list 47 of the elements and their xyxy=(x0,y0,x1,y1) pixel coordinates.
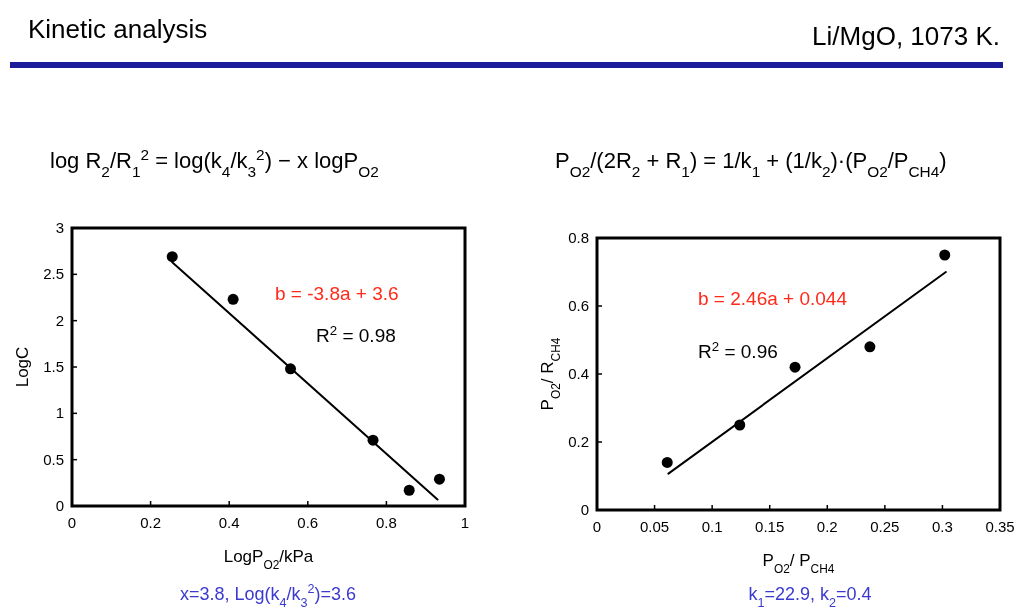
point xyxy=(789,361,801,373)
x-tick-label: 0.15 xyxy=(755,518,785,535)
x-tick-label: 0.25 xyxy=(870,518,900,535)
annotation: R$^{2}$ = 0.96 xyxy=(698,338,778,362)
text: k$_{1}$=22.9, k$_{2}$=0.4 xyxy=(748,584,872,609)
x-tick-label: 0.8 xyxy=(375,514,397,531)
x-axis-title: P$_{O2}$/ P$_{CH4}$ xyxy=(762,551,835,576)
y-tick-label: 0.4 xyxy=(568,365,589,382)
point xyxy=(403,484,415,496)
y-tick-label: 1 xyxy=(55,404,64,422)
annotation: R$^{2}$ = 0.98 xyxy=(316,322,396,346)
x-tick-label: 0.35 xyxy=(985,518,1015,535)
point xyxy=(433,473,445,485)
point xyxy=(939,249,951,261)
y-tick-label: 0.6 xyxy=(568,297,589,314)
x-axis-title: LogP$_{O2}$/kPa xyxy=(223,547,314,572)
y-tick-label: 0.8 xyxy=(568,229,589,246)
point xyxy=(227,293,239,305)
x-tick-label: 0.2 xyxy=(816,518,838,535)
y-tick-label: 0 xyxy=(55,497,64,514)
point xyxy=(166,251,178,263)
point xyxy=(661,456,673,468)
x-tick-label: 1 xyxy=(460,514,470,531)
x-tick-label: 0.1 xyxy=(701,518,723,535)
chart-title: Kinetic analysis xyxy=(28,14,208,44)
y-tick-label: 2.5 xyxy=(43,265,64,283)
annotation: b = 2.46a + 0.044 xyxy=(698,288,848,309)
x-tick-label: 0.05 xyxy=(639,518,670,535)
y-tick-label: 0 xyxy=(580,501,589,518)
y-tick-label: 0.5 xyxy=(43,450,64,468)
y-tick-label: 1.5 xyxy=(43,358,64,375)
x-tick-label: 0 xyxy=(67,514,77,531)
x-tick-label: 0.2 xyxy=(140,514,162,531)
annotation: b = -3.8a + 3.6 xyxy=(275,283,399,304)
text: P$_{O2}$/(2R$_{2}$ + R$_{1}$) = 1/k$_{1}$ + (1/k$_{2}$)·(P$_{O2}$/P$_{CH4}$) xyxy=(555,148,947,180)
x-tick-label: 0.3 xyxy=(932,518,953,535)
text: x=3.8, Log(k$_{4}$/k$_{3}$$^{2}$)=3.6 xyxy=(179,582,357,609)
y-tick-label: 3 xyxy=(55,219,64,236)
x-tick-label: 0.4 xyxy=(218,514,240,531)
text: log R$_{2}$/R$_{1}$$^{2}$ = log(k$_{4}$/k$_{3}$$^{2}$) − x logP$_{O2}$ xyxy=(50,145,379,180)
point xyxy=(864,341,876,353)
x-tick-label: 0 xyxy=(592,518,602,535)
y-tick-label: 2 xyxy=(55,311,64,329)
x-tick-label: 0.6 xyxy=(297,514,319,531)
chart-title: Li/MgO, 1073 K. xyxy=(812,21,1000,51)
y-tick-label: 0.2 xyxy=(568,433,589,450)
y-axis-title: LogC xyxy=(13,346,32,388)
